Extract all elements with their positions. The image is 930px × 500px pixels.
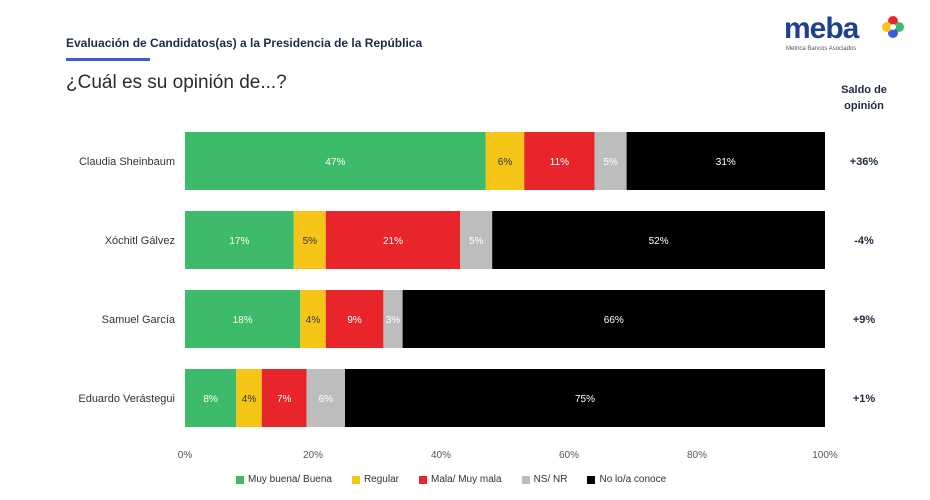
data-label: 75% [575, 394, 595, 405]
legend-swatch [587, 475, 596, 484]
legend-swatch [418, 475, 427, 484]
data-label: 52% [649, 236, 669, 247]
category-label: Eduardo Verástegui [78, 393, 175, 405]
bar-segment [492, 211, 825, 269]
category-label: Claudia Sheinbaum [79, 156, 175, 168]
data-label: 3% [386, 315, 401, 326]
data-label: 11% [550, 157, 569, 168]
data-label: 31% [716, 157, 736, 168]
saldo-value: +1% [853, 393, 876, 405]
bar-segment [185, 211, 294, 269]
legend-label: Muy buena/ Buena [248, 474, 332, 485]
bar-segment [293, 211, 326, 269]
bar-segment [306, 369, 345, 427]
data-label: 66% [604, 315, 624, 326]
x-tick-label: 60% [559, 450, 579, 461]
legend-item: No lo/a conoce [587, 474, 666, 485]
data-label: 6% [319, 394, 334, 405]
saldo-value: +36% [850, 156, 879, 168]
logo-tagline: Metrica Bancos Asociados [786, 46, 857, 52]
logo-wordmark: meba [784, 12, 859, 45]
bar-segment [460, 211, 493, 269]
data-label: 4% [306, 315, 321, 326]
legend-item: NS/ NR [521, 474, 568, 485]
bar-segment [485, 132, 525, 190]
bar-segment [185, 369, 237, 427]
data-label: 5% [303, 236, 318, 247]
bar-segment [185, 290, 301, 348]
data-label: 6% [498, 157, 513, 168]
chart-subtitle: Evaluación de Candidatos(as) a la Presid… [66, 36, 423, 50]
x-tick-label: 100% [812, 450, 838, 461]
chart-legend: Muy buena/ Buena Regular Mala/ Muy mala NS/… [236, 474, 666, 485]
bar-segment [236, 369, 262, 427]
legend-label: Mala/ Muy mala [430, 474, 502, 485]
bar-segment [345, 369, 825, 427]
bar-segment [261, 369, 307, 427]
legend-swatch [236, 475, 244, 484]
legend-label: No lo/a conoce [599, 474, 667, 485]
x-tick-label: 80% [687, 450, 707, 461]
bar-segment [524, 132, 595, 190]
chart-title: ¿Cuál es su opinión de...? [66, 72, 287, 93]
data-label: 9% [347, 315, 362, 326]
accent-underline [66, 58, 150, 61]
bar-segment [325, 290, 384, 348]
legend-item: Mala/ Muy mala [418, 474, 502, 485]
data-label: 4% [242, 394, 257, 405]
bar-segment [383, 290, 403, 348]
bar-segment [626, 132, 825, 190]
x-tick-label: 40% [431, 450, 451, 461]
legend-item: Muy buena/ Buena [236, 474, 332, 485]
logo-flower-icon [882, 16, 904, 38]
legend-label: NS/ NR [533, 474, 568, 485]
saldo-value: -4% [854, 235, 874, 247]
bar-segment [185, 132, 486, 190]
data-label: 17% [229, 236, 249, 247]
legend-label: Regular [363, 474, 399, 485]
saldo-value: +9% [853, 314, 876, 326]
data-label: 18% [233, 315, 253, 326]
legend-item: Regular [351, 474, 399, 485]
category-label: Xóchitl Gálvez [105, 235, 175, 247]
saldo-header: Saldo de opinión [841, 84, 887, 112]
meba-logo: meba Metrica Bancos Asociados [784, 12, 914, 54]
legend-swatch [351, 475, 360, 484]
bar-segment [402, 290, 825, 348]
category-label: Samuel García [102, 314, 176, 326]
bar-segment [594, 132, 627, 190]
legend-swatch [521, 475, 530, 484]
data-label: 21% [383, 236, 403, 247]
x-tick-label: 0% [178, 450, 193, 461]
data-label: 8% [203, 394, 218, 405]
data-label: 47% [325, 157, 345, 168]
data-label: 7% [277, 394, 292, 405]
data-label: 5% [603, 157, 618, 168]
data-label: 5% [469, 236, 484, 247]
bar-segment [325, 211, 461, 269]
x-tick-label: 20% [303, 450, 323, 461]
bar-segment [300, 290, 326, 348]
